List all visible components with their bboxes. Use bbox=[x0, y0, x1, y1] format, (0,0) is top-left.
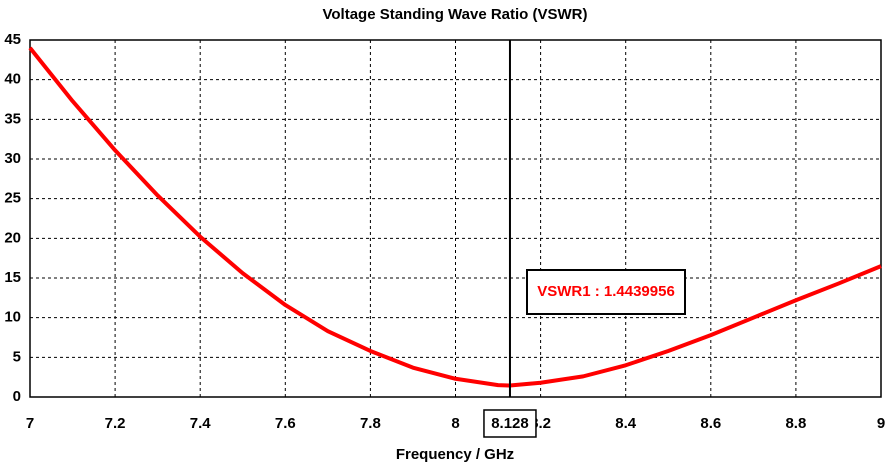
y-tick-label: 30 bbox=[4, 150, 21, 167]
x-tick-label: 7 bbox=[26, 415, 34, 432]
x-axis-label: Frequency / GHz bbox=[396, 446, 514, 463]
x-tick-label: 9 bbox=[877, 415, 885, 432]
y-tick-label: 15 bbox=[4, 269, 21, 286]
marker-annotation-box bbox=[526, 269, 686, 315]
x-tick-label: 8 bbox=[451, 415, 459, 432]
y-tick-label: 40 bbox=[4, 71, 21, 88]
marker-annotation: VSWR1 : 1.4439956 bbox=[537, 283, 675, 300]
y-tick-label: 25 bbox=[4, 190, 21, 207]
x-tick-label: 8.8 bbox=[785, 415, 806, 432]
y-tick-label: 20 bbox=[4, 229, 21, 246]
y-tick-label: 45 bbox=[4, 31, 21, 48]
x-tick-label: 7.8 bbox=[360, 415, 381, 432]
marker-x-label: 8.128 bbox=[491, 415, 529, 432]
data-line bbox=[28, 46, 882, 388]
plot-frame bbox=[29, 39, 882, 398]
y-tick-label: 10 bbox=[4, 309, 21, 326]
y-tick-label: 5 bbox=[13, 348, 21, 365]
x-tick-label: 7.6 bbox=[275, 415, 296, 432]
chart-title: Voltage Standing Wave Ratio (VSWR) bbox=[322, 6, 587, 23]
x-tick-label: 7.4 bbox=[190, 415, 212, 432]
marker-x-box bbox=[483, 409, 537, 438]
y-tick-label: 0 bbox=[13, 388, 21, 405]
x-tick-label: 7.2 bbox=[105, 415, 126, 432]
x-tick-label: 8.6 bbox=[700, 415, 721, 432]
x-tick-label: 8.4 bbox=[615, 415, 637, 432]
y-tick-label: 35 bbox=[4, 110, 21, 127]
